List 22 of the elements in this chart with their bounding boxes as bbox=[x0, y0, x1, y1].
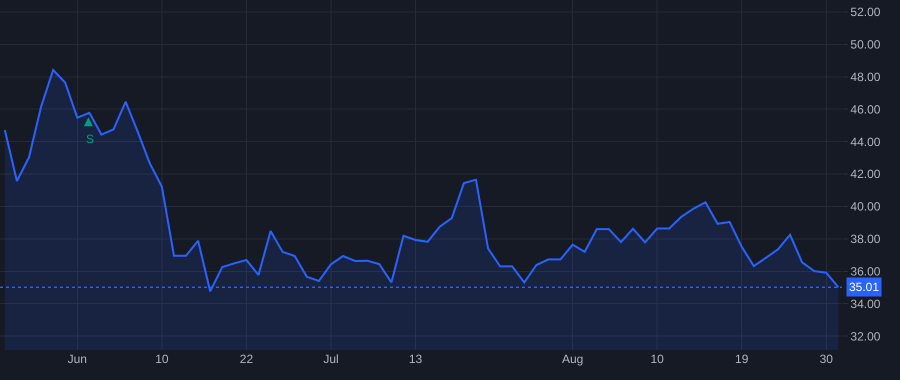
y-tick-label: 36.00 bbox=[850, 264, 881, 278]
x-tick-label: 10 bbox=[650, 352, 664, 366]
y-tick-label: 52.00 bbox=[850, 5, 881, 20]
y-tick-label: 38.00 bbox=[850, 232, 881, 246]
y-tick-label: 34.00 bbox=[850, 296, 881, 311]
x-tick-label: 10 bbox=[155, 352, 169, 366]
x-tick-label: Jun bbox=[68, 352, 87, 366]
y-tick-label: 50.00 bbox=[850, 38, 881, 52]
y-tick-label: 48.00 bbox=[850, 70, 881, 84]
y-tick-label: 32.00 bbox=[850, 329, 881, 344]
x-tick-label: 30 bbox=[820, 352, 834, 366]
y-tick-label: 40.00 bbox=[850, 200, 881, 214]
y-tick-label: 42.00 bbox=[850, 167, 881, 182]
x-tick-label: Aug bbox=[562, 352, 584, 366]
x-tick-label: 19 bbox=[735, 352, 749, 366]
y-tick-label: 46.00 bbox=[850, 102, 881, 116]
x-tick-label: Jul bbox=[323, 352, 339, 366]
y-tick-label: 44.00 bbox=[850, 134, 881, 149]
x-tick-label: 22 bbox=[240, 352, 254, 366]
annotation: S bbox=[86, 132, 94, 146]
x-tick-label: 13 bbox=[408, 352, 423, 366]
ref-line-label: 35.01 bbox=[849, 280, 880, 294]
